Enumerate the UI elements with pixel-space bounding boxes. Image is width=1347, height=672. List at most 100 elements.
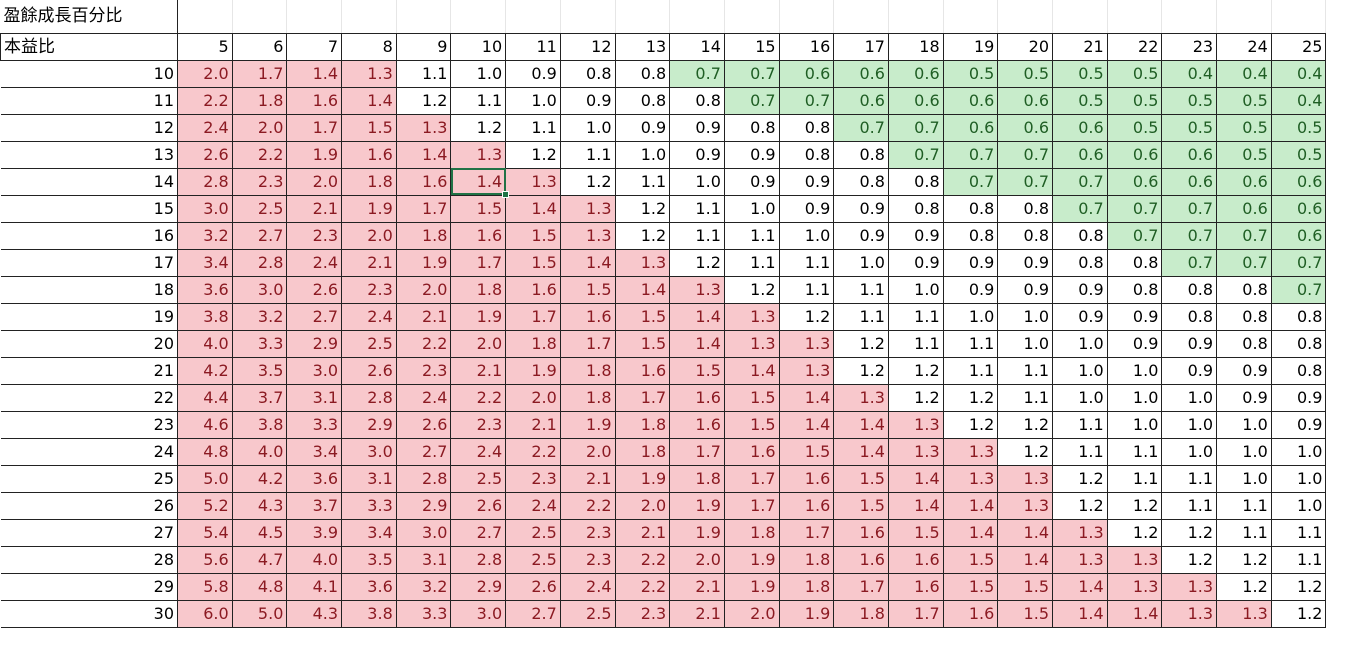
- value-cell[interactable]: 0.7: [942, 140, 999, 169]
- value-cell[interactable]: 3.1: [395, 545, 452, 574]
- value-cell[interactable]: 0.7: [1161, 194, 1218, 223]
- value-cell[interactable]: 2.0: [559, 437, 616, 466]
- value-cell[interactable]: 1.7: [723, 491, 780, 520]
- value-cell[interactable]: 0.7: [1270, 275, 1327, 304]
- value-cell[interactable]: 1.7: [395, 194, 452, 223]
- value-cell[interactable]: 1.1: [1052, 410, 1108, 439]
- value-cell[interactable]: 1.0: [1052, 383, 1108, 412]
- value-cell[interactable]: 0.8: [1106, 248, 1163, 277]
- growth-header-cell[interactable]: 8: [341, 32, 397, 61]
- value-cell[interactable]: 1.0: [669, 167, 725, 196]
- growth-header-cell[interactable]: 11: [505, 32, 561, 61]
- value-cell[interactable]: 1.6: [887, 545, 944, 574]
- value-cell[interactable]: 1.2: [887, 356, 944, 385]
- value-cell[interactable]: 0.5: [1052, 86, 1108, 115]
- value-cell[interactable]: 0.5: [1270, 113, 1327, 142]
- value-cell[interactable]: 4.8: [177, 437, 233, 466]
- empty-cell[interactable]: [286, 0, 343, 34]
- value-cell[interactable]: 0.8: [997, 221, 1053, 250]
- value-cell[interactable]: 2.9: [395, 491, 452, 520]
- value-cell[interactable]: 1.2: [614, 194, 671, 223]
- value-cell[interactable]: 2.3: [231, 167, 288, 196]
- value-cell[interactable]: 1.0: [1270, 491, 1327, 520]
- value-cell[interactable]: 1.8: [669, 464, 725, 493]
- value-cell[interactable]: 0.9: [1106, 302, 1163, 331]
- value-cell[interactable]: 1.6: [395, 167, 452, 196]
- value-cell[interactable]: 1.0: [1270, 464, 1327, 493]
- value-cell[interactable]: 0.6: [1052, 140, 1108, 169]
- value-cell[interactable]: 0.8: [1216, 329, 1272, 358]
- value-cell[interactable]: 1.7: [723, 464, 780, 493]
- value-cell[interactable]: 0.9: [1052, 302, 1108, 331]
- value-cell[interactable]: 1.4: [286, 59, 343, 88]
- value-cell[interactable]: 3.8: [231, 410, 288, 439]
- value-cell[interactable]: 1.1: [942, 356, 999, 385]
- value-cell[interactable]: 3.3: [231, 329, 288, 358]
- value-cell[interactable]: 0.7: [669, 59, 725, 88]
- value-cell[interactable]: 2.2: [450, 383, 507, 412]
- growth-header-cell[interactable]: 15: [723, 32, 780, 61]
- value-cell[interactable]: 1.3: [1052, 545, 1108, 574]
- value-cell[interactable]: 1.2: [450, 113, 507, 142]
- value-cell[interactable]: 1.2: [1052, 491, 1108, 520]
- value-cell[interactable]: 1.0: [505, 86, 561, 115]
- pe-row-label-cell[interactable]: 16: [0, 221, 178, 250]
- value-cell[interactable]: 1.1: [614, 167, 671, 196]
- value-cell[interactable]: 0.5: [1106, 113, 1163, 142]
- value-cell[interactable]: 1.9: [505, 356, 561, 385]
- value-cell[interactable]: 0.5: [1161, 86, 1218, 115]
- value-cell[interactable]: 1.1: [833, 302, 889, 331]
- value-cell[interactable]: 1.1: [723, 248, 780, 277]
- value-cell[interactable]: 1.3: [997, 464, 1053, 493]
- value-cell[interactable]: 2.3: [286, 221, 343, 250]
- value-cell[interactable]: 0.8: [1052, 248, 1108, 277]
- value-cell[interactable]: 1.2: [997, 410, 1053, 439]
- value-cell[interactable]: 2.1: [286, 194, 343, 223]
- value-cell[interactable]: 0.7: [887, 113, 944, 142]
- value-cell[interactable]: 1.2: [833, 329, 889, 358]
- value-cell[interactable]: 3.3: [341, 491, 397, 520]
- value-cell[interactable]: 1.4: [1106, 599, 1163, 628]
- value-cell[interactable]: 0.5: [1216, 113, 1272, 142]
- value-cell[interactable]: 0.9: [505, 59, 561, 88]
- value-cell[interactable]: 2.5: [450, 464, 507, 493]
- value-cell[interactable]: 0.5: [1106, 86, 1163, 115]
- value-cell[interactable]: 1.0: [1161, 383, 1218, 412]
- value-cell[interactable]: 0.5: [1052, 59, 1108, 88]
- value-cell[interactable]: 4.2: [177, 356, 233, 385]
- value-cell[interactable]: 1.0: [1052, 356, 1108, 385]
- value-cell[interactable]: 6.0: [177, 599, 233, 628]
- value-cell[interactable]: 1.5: [450, 194, 507, 223]
- value-cell[interactable]: 0.4: [1270, 59, 1327, 88]
- value-cell[interactable]: 2.3: [395, 356, 452, 385]
- value-cell[interactable]: 1.8: [559, 356, 616, 385]
- value-cell[interactable]: 0.8: [1270, 302, 1327, 331]
- value-cell[interactable]: 1.7: [614, 383, 671, 412]
- value-cell[interactable]: 1.0: [942, 302, 999, 331]
- value-cell[interactable]: 2.8: [231, 248, 288, 277]
- pe-row-label-cell[interactable]: 11: [0, 86, 178, 115]
- value-cell[interactable]: 0.7: [997, 167, 1053, 196]
- value-cell[interactable]: 3.8: [341, 599, 397, 628]
- value-cell[interactable]: 2.0: [450, 329, 507, 358]
- value-cell[interactable]: 2.0: [341, 221, 397, 250]
- fill-handle[interactable]: [501, 191, 509, 198]
- value-cell[interactable]: 2.4: [450, 437, 507, 466]
- value-cell[interactable]: 1.4: [833, 437, 889, 466]
- sheet-title-cell[interactable]: 盈餘成長百分比: [0, 0, 178, 34]
- empty-cell[interactable]: [943, 0, 999, 34]
- value-cell[interactable]: 0.8: [887, 167, 944, 196]
- value-cell[interactable]: 0.4: [1161, 59, 1218, 88]
- value-cell[interactable]: 3.8: [177, 302, 233, 331]
- value-cell[interactable]: 0.6: [942, 86, 999, 115]
- value-cell[interactable]: 2.7: [395, 437, 452, 466]
- value-cell[interactable]: 4.0: [231, 437, 288, 466]
- value-cell[interactable]: 1.0: [1270, 437, 1327, 466]
- empty-cell[interactable]: [1216, 0, 1272, 34]
- value-cell[interactable]: 0.7: [1106, 221, 1163, 250]
- value-cell[interactable]: 1.1: [1216, 518, 1272, 547]
- value-cell[interactable]: 0.5: [1161, 113, 1218, 142]
- value-cell[interactable]: 2.5: [341, 329, 397, 358]
- value-cell[interactable]: 3.1: [341, 464, 397, 493]
- value-cell[interactable]: 2.2: [505, 437, 561, 466]
